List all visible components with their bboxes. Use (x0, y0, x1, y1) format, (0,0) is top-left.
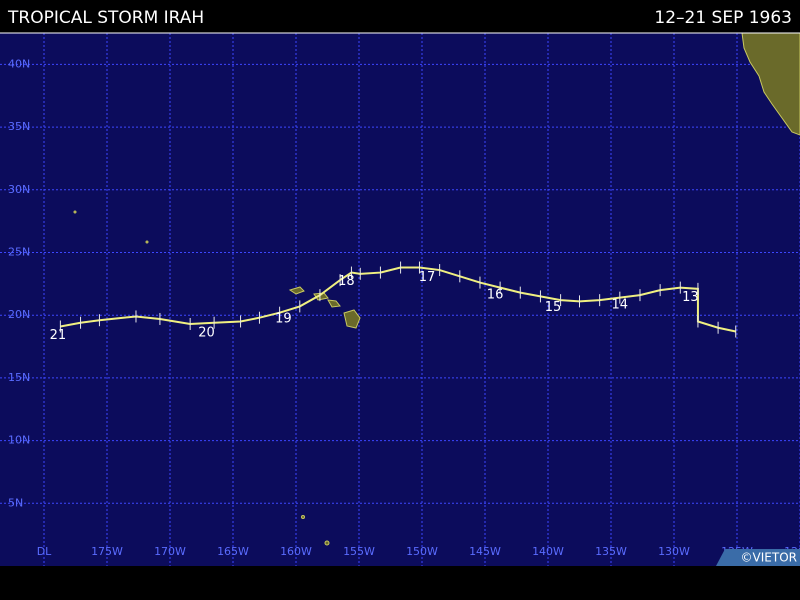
ocean (0, 33, 800, 566)
lon-label: 150W (406, 545, 438, 558)
credit: ©VIETOR (741, 551, 797, 565)
lon-label: 170W (154, 545, 186, 558)
grid: 40N 35N 30N 25N 20N 15N 10N 5N DL 175W 170W 165W 160… (0, 33, 800, 566)
lat-label: 20N (8, 308, 30, 321)
track-layer: 21 20 19 18 17 16 15 14 13 (50, 261, 737, 343)
lon-label: 135W (595, 545, 627, 558)
lat-label: 10N (8, 434, 30, 447)
lon-label: 155W (343, 545, 375, 558)
lat-label: 40N (8, 57, 30, 70)
lat-label: 30N (8, 183, 30, 196)
lon-label: 165W (217, 545, 249, 558)
land-california (741, 32, 800, 136)
lon-label: 145W (469, 545, 501, 558)
dates: 12–21 SEP 1963 (654, 8, 792, 28)
day-label: 16 (487, 288, 504, 303)
day-label: 18 (338, 274, 355, 289)
lon-label: 130W (658, 545, 690, 558)
day-label: 14 (612, 298, 629, 313)
lat-label: 35N (8, 120, 30, 133)
lon-label: 175W (91, 545, 123, 558)
day-label: 21 (50, 328, 67, 343)
credit-box (716, 549, 800, 566)
lon-label: 160W (280, 545, 312, 558)
footer-bar (0, 566, 800, 600)
day-label: 19 (275, 311, 292, 326)
lat-label: 25N (8, 246, 30, 259)
lon-label: 140W (532, 545, 564, 558)
lat-label: 15N (8, 371, 30, 384)
day-label: 20 (198, 325, 215, 340)
day-label: 15 (545, 300, 562, 315)
title: TROPICAL STORM IRAH (7, 8, 204, 28)
day-label: 13 (682, 290, 699, 305)
header-bar (0, 0, 800, 33)
hawaii-islands (73, 210, 361, 546)
lon-label: DL (37, 545, 52, 558)
day-label: 17 (419, 270, 436, 285)
lat-label: 5N (8, 496, 23, 509)
